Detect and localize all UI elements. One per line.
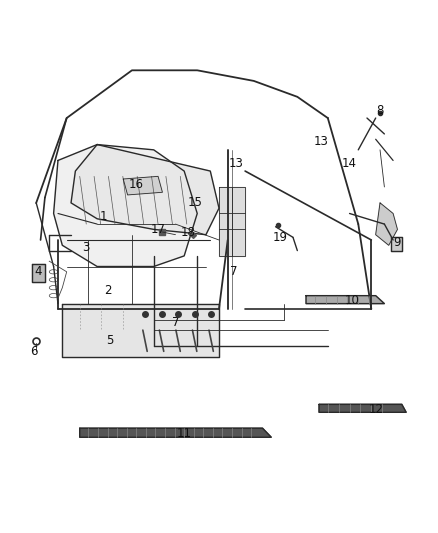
Text: 13: 13 (229, 157, 244, 169)
Text: 12: 12 (368, 403, 383, 416)
Polygon shape (123, 176, 162, 195)
Polygon shape (80, 428, 271, 437)
Polygon shape (71, 144, 219, 235)
Polygon shape (306, 296, 385, 304)
Text: 8: 8 (376, 103, 384, 117)
Text: 15: 15 (187, 196, 202, 209)
Text: 13: 13 (314, 135, 328, 148)
Text: 14: 14 (342, 157, 357, 169)
Polygon shape (391, 237, 402, 251)
Polygon shape (53, 144, 197, 266)
Polygon shape (376, 203, 397, 245)
Polygon shape (219, 187, 245, 256)
Text: 7: 7 (230, 265, 238, 278)
Text: 16: 16 (129, 178, 144, 191)
Polygon shape (62, 304, 219, 357)
Text: 9: 9 (394, 236, 401, 249)
Text: 10: 10 (344, 294, 359, 308)
Text: 1: 1 (100, 209, 107, 223)
Text: 18: 18 (181, 225, 196, 239)
Text: 7: 7 (172, 316, 179, 329)
Text: 6: 6 (30, 345, 38, 358)
Polygon shape (319, 405, 406, 413)
Text: 4: 4 (35, 265, 42, 278)
Text: 17: 17 (151, 223, 166, 236)
Text: 3: 3 (83, 241, 90, 254)
Text: 5: 5 (106, 334, 114, 347)
Text: 19: 19 (272, 231, 287, 244)
Text: 2: 2 (104, 284, 112, 297)
Polygon shape (32, 264, 45, 282)
Text: 11: 11 (177, 427, 192, 440)
